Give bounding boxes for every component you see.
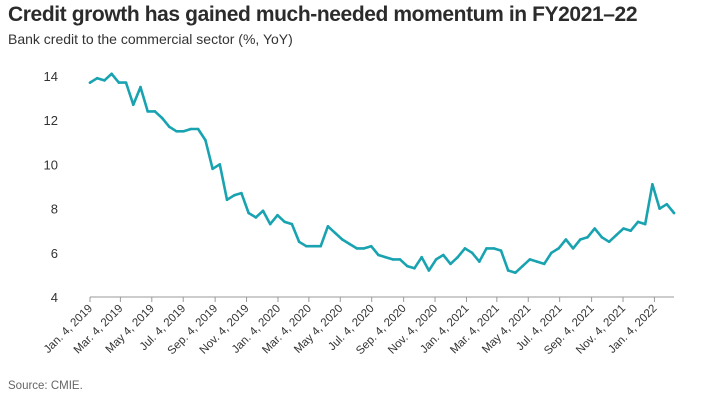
data-point (232, 194, 236, 197)
data-point (333, 231, 337, 235)
data-point (427, 269, 431, 272)
data-point (341, 238, 344, 241)
data-point (557, 247, 560, 250)
data-point (506, 269, 510, 272)
data-point (88, 81, 92, 84)
data-point (247, 211, 250, 215)
data-point (276, 213, 279, 217)
y-axis: 4 6 8 10 12 14 (44, 69, 58, 305)
data-point (95, 76, 99, 80)
data-point (615, 233, 618, 237)
data-point (485, 247, 488, 250)
data-point (168, 125, 171, 129)
data-point (622, 227, 625, 230)
data-point (182, 129, 186, 133)
data-point (542, 262, 546, 266)
data-point (204, 138, 207, 142)
data-point (117, 81, 121, 84)
data-point (535, 260, 539, 263)
data-point (600, 236, 604, 239)
data-point (124, 81, 128, 84)
data-point (312, 244, 315, 248)
data-point (514, 271, 517, 274)
data-point (478, 260, 481, 263)
data-point (550, 251, 553, 255)
y-tick-label: 10 (44, 157, 58, 172)
data-point (571, 247, 575, 250)
data-point (139, 85, 142, 89)
data-point (355, 247, 359, 250)
data-point (470, 251, 474, 255)
series-group (88, 72, 676, 275)
data-point (578, 238, 582, 241)
data-point (492, 247, 496, 250)
data-point (405, 264, 409, 268)
data-point (218, 163, 222, 166)
y-tick-label: 12 (44, 113, 58, 128)
data-point (391, 258, 395, 261)
data-point (268, 222, 272, 226)
data-point (672, 211, 676, 215)
data-point (103, 79, 106, 82)
data-point (499, 249, 503, 252)
data-point (362, 247, 366, 250)
chart-subtitle: Bank credit to the commercial sector (%,… (8, 31, 293, 47)
data-point (283, 220, 286, 224)
data-point (369, 244, 373, 248)
data-point (225, 198, 229, 202)
data-point (398, 258, 402, 261)
data-point (290, 222, 294, 226)
data-point (348, 242, 351, 246)
data-point (189, 127, 193, 131)
data-point (196, 127, 200, 131)
data-point (441, 253, 445, 257)
data-point (449, 262, 452, 266)
data-point (521, 264, 524, 268)
y-tick-label: 4 (51, 290, 58, 305)
data-point (658, 207, 661, 210)
data-point (564, 238, 568, 241)
data-point (456, 255, 460, 259)
y-tick-label: 8 (51, 202, 58, 217)
data-point (304, 244, 308, 248)
data-point (254, 216, 258, 219)
data-point (297, 240, 301, 244)
data-point (146, 110, 149, 113)
data-point (384, 255, 387, 259)
data-point (175, 129, 178, 133)
data-point (240, 191, 243, 195)
data-point (131, 103, 135, 107)
data-point (643, 222, 647, 226)
data-point (593, 227, 596, 230)
data-point (463, 247, 467, 250)
page-title: Credit growth has gained much-needed mom… (8, 3, 638, 26)
data-point (261, 209, 265, 213)
data-point (377, 253, 380, 257)
data-point (110, 72, 113, 76)
y-tick-label: 6 (51, 246, 58, 261)
data-point (326, 224, 330, 228)
data-point (160, 116, 164, 120)
data-point (420, 255, 423, 259)
data-point (651, 182, 654, 186)
data-point (607, 240, 611, 244)
data-point (434, 258, 438, 261)
data-point (211, 167, 214, 171)
data-point (636, 220, 640, 224)
data-point (629, 229, 633, 232)
data-point (528, 258, 532, 261)
data-point (586, 236, 589, 239)
data-point (413, 266, 416, 270)
source-note: Source: CMIE. (8, 380, 83, 392)
data-point (319, 244, 323, 248)
series-line (88, 72, 676, 275)
data-point (153, 110, 157, 113)
data-point (665, 202, 669, 206)
y-tick-label: 14 (44, 69, 58, 84)
